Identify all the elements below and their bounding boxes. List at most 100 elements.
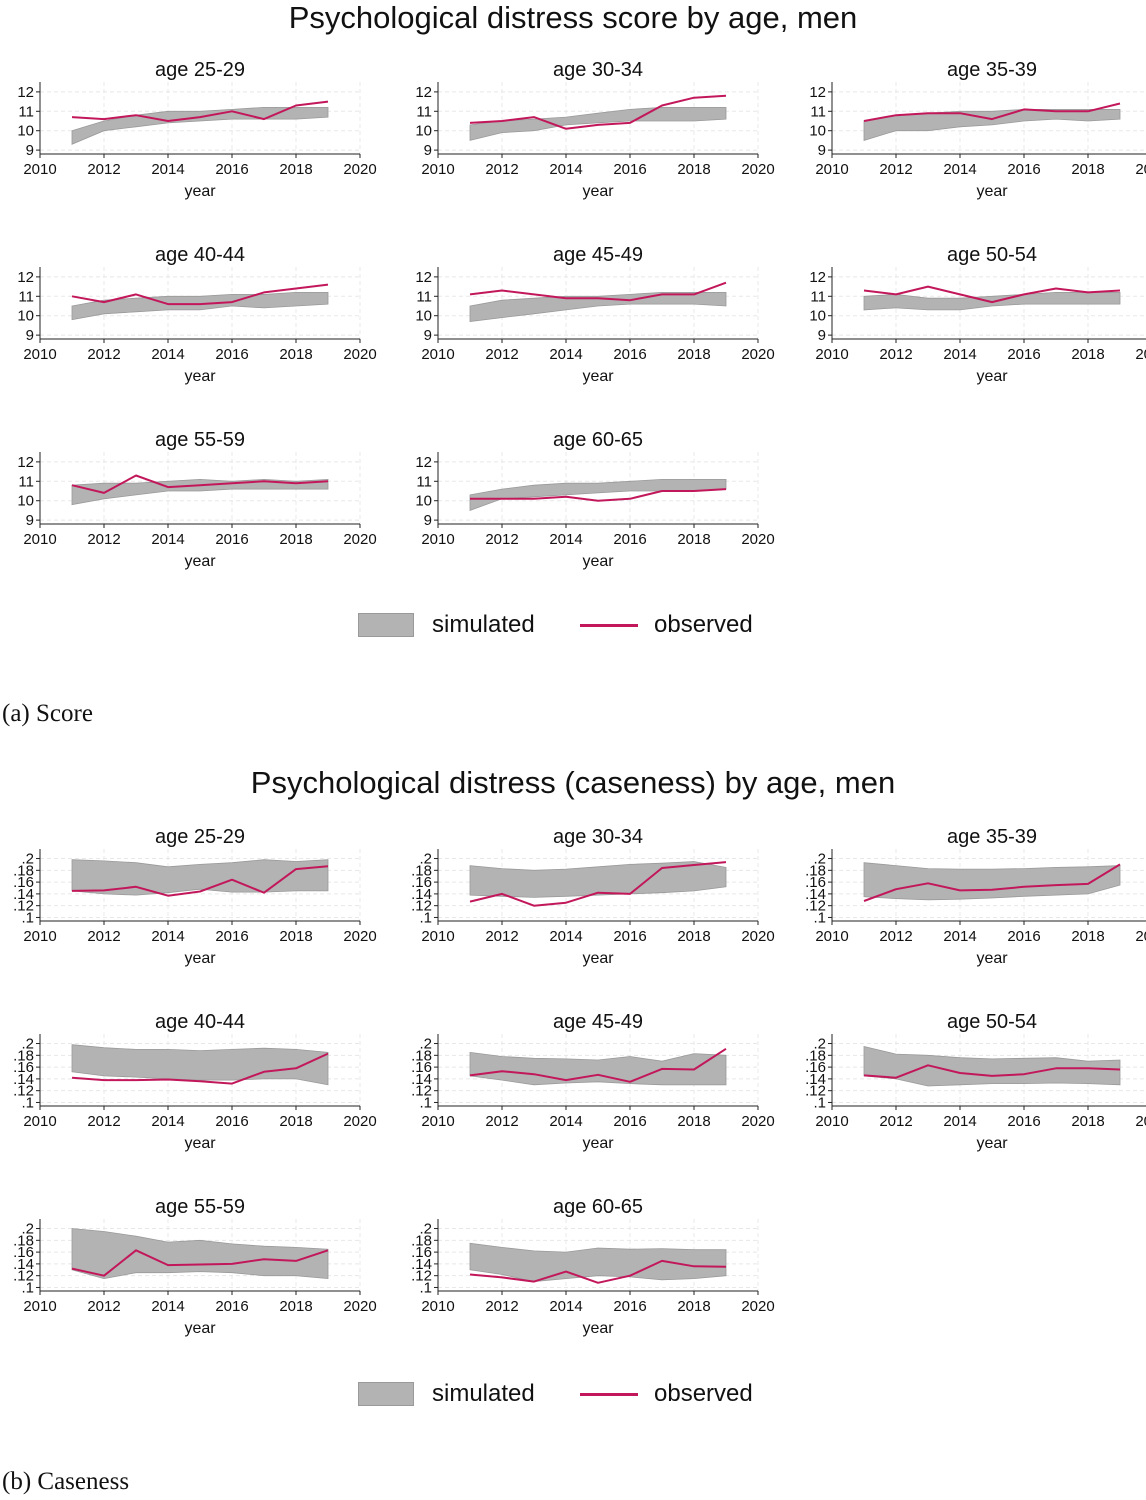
- observed-line: [469, 281, 727, 302]
- panel-age-40-44: age 40-44 9 10 11 12 2010 2012 2014 2016 2018 2020…: [12, 243, 376, 423]
- x-tick-label: 2014: [151, 531, 184, 548]
- x-tick-label: 2012: [87, 346, 120, 363]
- panel-age-50-54: age 50-54 9 10 11 12 2010 2012 2014 2016 2018 2020…: [804, 243, 1146, 423]
- x-tick-label: 2012: [879, 161, 912, 178]
- observed-swatch: [580, 1393, 638, 1396]
- panel-title: age 35-39: [947, 59, 1037, 81]
- x-tick-label: 2016: [215, 928, 248, 945]
- x-axis-label: year: [184, 1135, 216, 1152]
- simulated-band: [71, 478, 329, 506]
- x-tick-label: 2018: [677, 1298, 710, 1315]
- x-axis-label: year: [184, 183, 216, 200]
- x-axis-label: year: [582, 950, 614, 967]
- y-tick-label: 10: [415, 493, 432, 510]
- y-tick-label: .14: [13, 1071, 34, 1088]
- panel-plot: age 60-65 .1.12.14.16.18.2 2010 2012 2014 201…: [411, 1196, 775, 1337]
- panel-plot: age 45-49 9 10 11 12 2010 2012 2014 2016 2018 2020…: [415, 244, 774, 385]
- observed-line: [469, 94, 727, 130]
- x-tick-label: 2014: [549, 1298, 582, 1315]
- panel-age-25-29: age 25-29 9 10 11 12 2010 2012 2014 2016 2018 2020…: [12, 58, 376, 238]
- observed-line: [469, 1047, 727, 1083]
- x-tick-label: 2014: [943, 161, 976, 178]
- x-tick-label: 2018: [279, 346, 312, 363]
- y-tick-label: .2: [21, 1036, 34, 1053]
- x-axis-label: year: [184, 553, 216, 570]
- x-tick-label: 2018: [279, 161, 312, 178]
- x-tick-label: 2012: [879, 1113, 912, 1130]
- y-tick-label: 12: [415, 454, 432, 471]
- observed-line: [71, 100, 329, 122]
- simulated-band: [71, 292, 329, 321]
- x-tick-label: 2010: [815, 346, 848, 363]
- simulated-swatch: [358, 613, 414, 637]
- x-tick-label: 2010: [421, 928, 454, 945]
- panel-title: age 50-54: [947, 244, 1037, 266]
- y-tick-label: .14: [13, 886, 34, 903]
- panel-plot: age 45-49 .1.12.14.16.18.2 2010 2012 2014 201…: [411, 1011, 775, 1152]
- y-tick-label: 9: [26, 512, 34, 529]
- x-tick-label: 2012: [879, 928, 912, 945]
- panel-title: age 45-49: [553, 1011, 643, 1033]
- y-tick-label: 11: [416, 288, 432, 305]
- panel-age-60-65: age 60-65 .1.12.14.16.18.2 2010 2012 2014 201…: [410, 1195, 775, 1375]
- y-tick-label: 12: [17, 84, 34, 101]
- x-tick-label: 2020: [343, 1298, 376, 1315]
- panel-title: age 25-29: [155, 826, 245, 848]
- panel-age-30-34: age 30-34 9 10 11 12 2010 2012 2014 2016 2018 2020…: [410, 58, 774, 238]
- panel-age-60-65: age 60-65 9 10 11 12 2010 2012 2014 2016 2018 2020…: [410, 428, 774, 608]
- x-tick-label: 2020: [741, 928, 774, 945]
- y-tick-label: .14: [13, 1256, 34, 1273]
- y-tick-label: .18: [411, 862, 432, 879]
- x-tick-label: 2014: [549, 161, 582, 178]
- panel-age-50-54: age 50-54 .1.12.14.16.18.2 2010 2012 2014 201…: [804, 1010, 1146, 1190]
- y-tick-label: .1: [419, 1279, 432, 1296]
- panel-title: age 40-44: [155, 1011, 245, 1033]
- x-tick-label: 2018: [677, 161, 710, 178]
- y-tick-label: .2: [21, 1221, 34, 1238]
- x-tick-label: 2020: [1135, 1113, 1146, 1130]
- x-tick-label: 2016: [1007, 928, 1040, 945]
- x-tick-label: 2010: [421, 346, 454, 363]
- y-tick-label: .18: [805, 862, 826, 879]
- x-tick-label: 2016: [1007, 1113, 1040, 1130]
- y-tick-label: .12: [805, 898, 826, 915]
- y-tick-label: 10: [17, 123, 34, 140]
- x-tick-label: 2010: [23, 928, 56, 945]
- x-tick-label: 2014: [151, 346, 184, 363]
- x-tick-label: 2014: [943, 346, 976, 363]
- observed-line: [470, 488, 727, 502]
- observed-line: [863, 102, 1121, 122]
- panel-age-35-39: age 35-39 .1.12.14.16.18.2 2010 2012 2014 201…: [804, 825, 1146, 1005]
- x-axis-label: year: [184, 1320, 216, 1337]
- x-tick-label: 2020: [741, 1298, 774, 1315]
- y-tick-label: .14: [411, 1071, 432, 1088]
- y-tick-label: .12: [805, 1083, 826, 1100]
- panel-plot: age 35-39 .1.12.14.16.18.2 2010 2012 2014 201…: [805, 826, 1146, 967]
- y-tick-label: 10: [809, 308, 826, 325]
- x-tick-label: 2016: [215, 161, 248, 178]
- y-tick-label: .18: [13, 1232, 34, 1249]
- x-tick-label: 2014: [151, 1113, 184, 1130]
- x-tick-label: 2018: [677, 928, 710, 945]
- x-tick-label: 2020: [343, 928, 376, 945]
- x-tick-label: 2020: [741, 161, 774, 178]
- panel-age-55-59: age 55-59 9 10 11 12 2010 2012 2014 2016 2018 2020…: [12, 428, 376, 608]
- x-tick-label: 2018: [279, 1298, 312, 1315]
- simulated-band: [863, 1045, 1121, 1087]
- y-tick-label: .14: [805, 886, 826, 903]
- y-tick-label: .16: [411, 1244, 432, 1261]
- x-tick-label: 2018: [279, 928, 312, 945]
- figure-b-caption: (b) Caseness: [2, 1468, 130, 1495]
- panel-age-40-44: age 40-44 .1.12.14.16.18.2 2010 2012 2014 201…: [12, 1010, 377, 1190]
- y-tick-label: .14: [805, 1071, 826, 1088]
- legend-a: simulated observed: [358, 611, 798, 641]
- x-axis-label: year: [976, 1135, 1008, 1152]
- x-tick-label: 2016: [613, 161, 646, 178]
- y-tick-label: .16: [411, 874, 432, 891]
- x-tick-label: 2016: [1007, 346, 1040, 363]
- panel-plot: age 35-39 9 10 11 12 2010 2012 2014 2016 2018 2020…: [809, 59, 1146, 200]
- y-tick-label: 10: [17, 308, 34, 325]
- x-tick-label: 2018: [677, 346, 710, 363]
- y-tick-label: .2: [419, 1221, 432, 1238]
- y-tick-label: 9: [424, 142, 432, 159]
